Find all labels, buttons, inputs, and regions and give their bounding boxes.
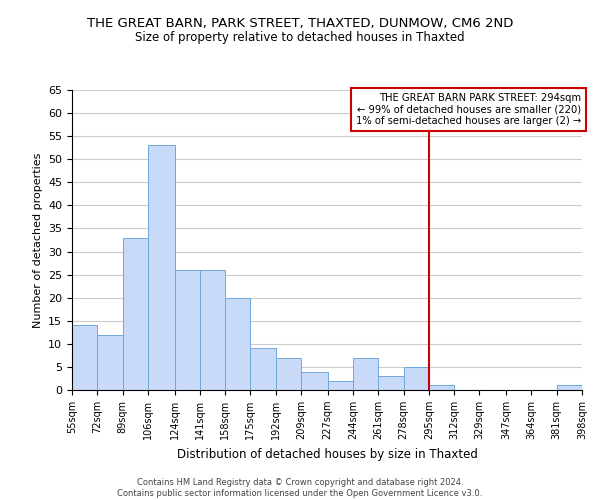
Bar (353, 358, 378, 390)
Bar (250, 348, 276, 390)
Text: Contains HM Land Registry data © Crown copyright and database right 2024.
Contai: Contains HM Land Registry data © Crown c… (118, 478, 482, 498)
Text: Size of property relative to detached houses in Thaxted: Size of property relative to detached ho… (135, 31, 465, 44)
Bar (276, 358, 301, 390)
Bar (200, 270, 225, 390)
Text: THE GREAT BARN, PARK STREET, THAXTED, DUNMOW, CM6 2ND: THE GREAT BARN, PARK STREET, THAXTED, DU… (87, 18, 513, 30)
Text: THE GREAT BARN PARK STREET: 294sqm
← 99% of detached houses are smaller (220)
1%: THE GREAT BARN PARK STREET: 294sqm ← 99%… (356, 93, 581, 126)
Bar (72, 326, 97, 390)
Bar (429, 386, 454, 390)
Bar (404, 367, 429, 390)
X-axis label: Distribution of detached houses by size in Thaxted: Distribution of detached houses by size … (176, 448, 478, 460)
Bar (328, 381, 353, 390)
Bar (378, 376, 404, 390)
Bar (175, 270, 200, 390)
Bar (557, 386, 582, 390)
Bar (225, 298, 250, 390)
Y-axis label: Number of detached properties: Number of detached properties (32, 152, 43, 328)
Bar (301, 372, 328, 390)
Bar (148, 146, 175, 390)
Bar (122, 238, 148, 390)
Bar (97, 334, 122, 390)
